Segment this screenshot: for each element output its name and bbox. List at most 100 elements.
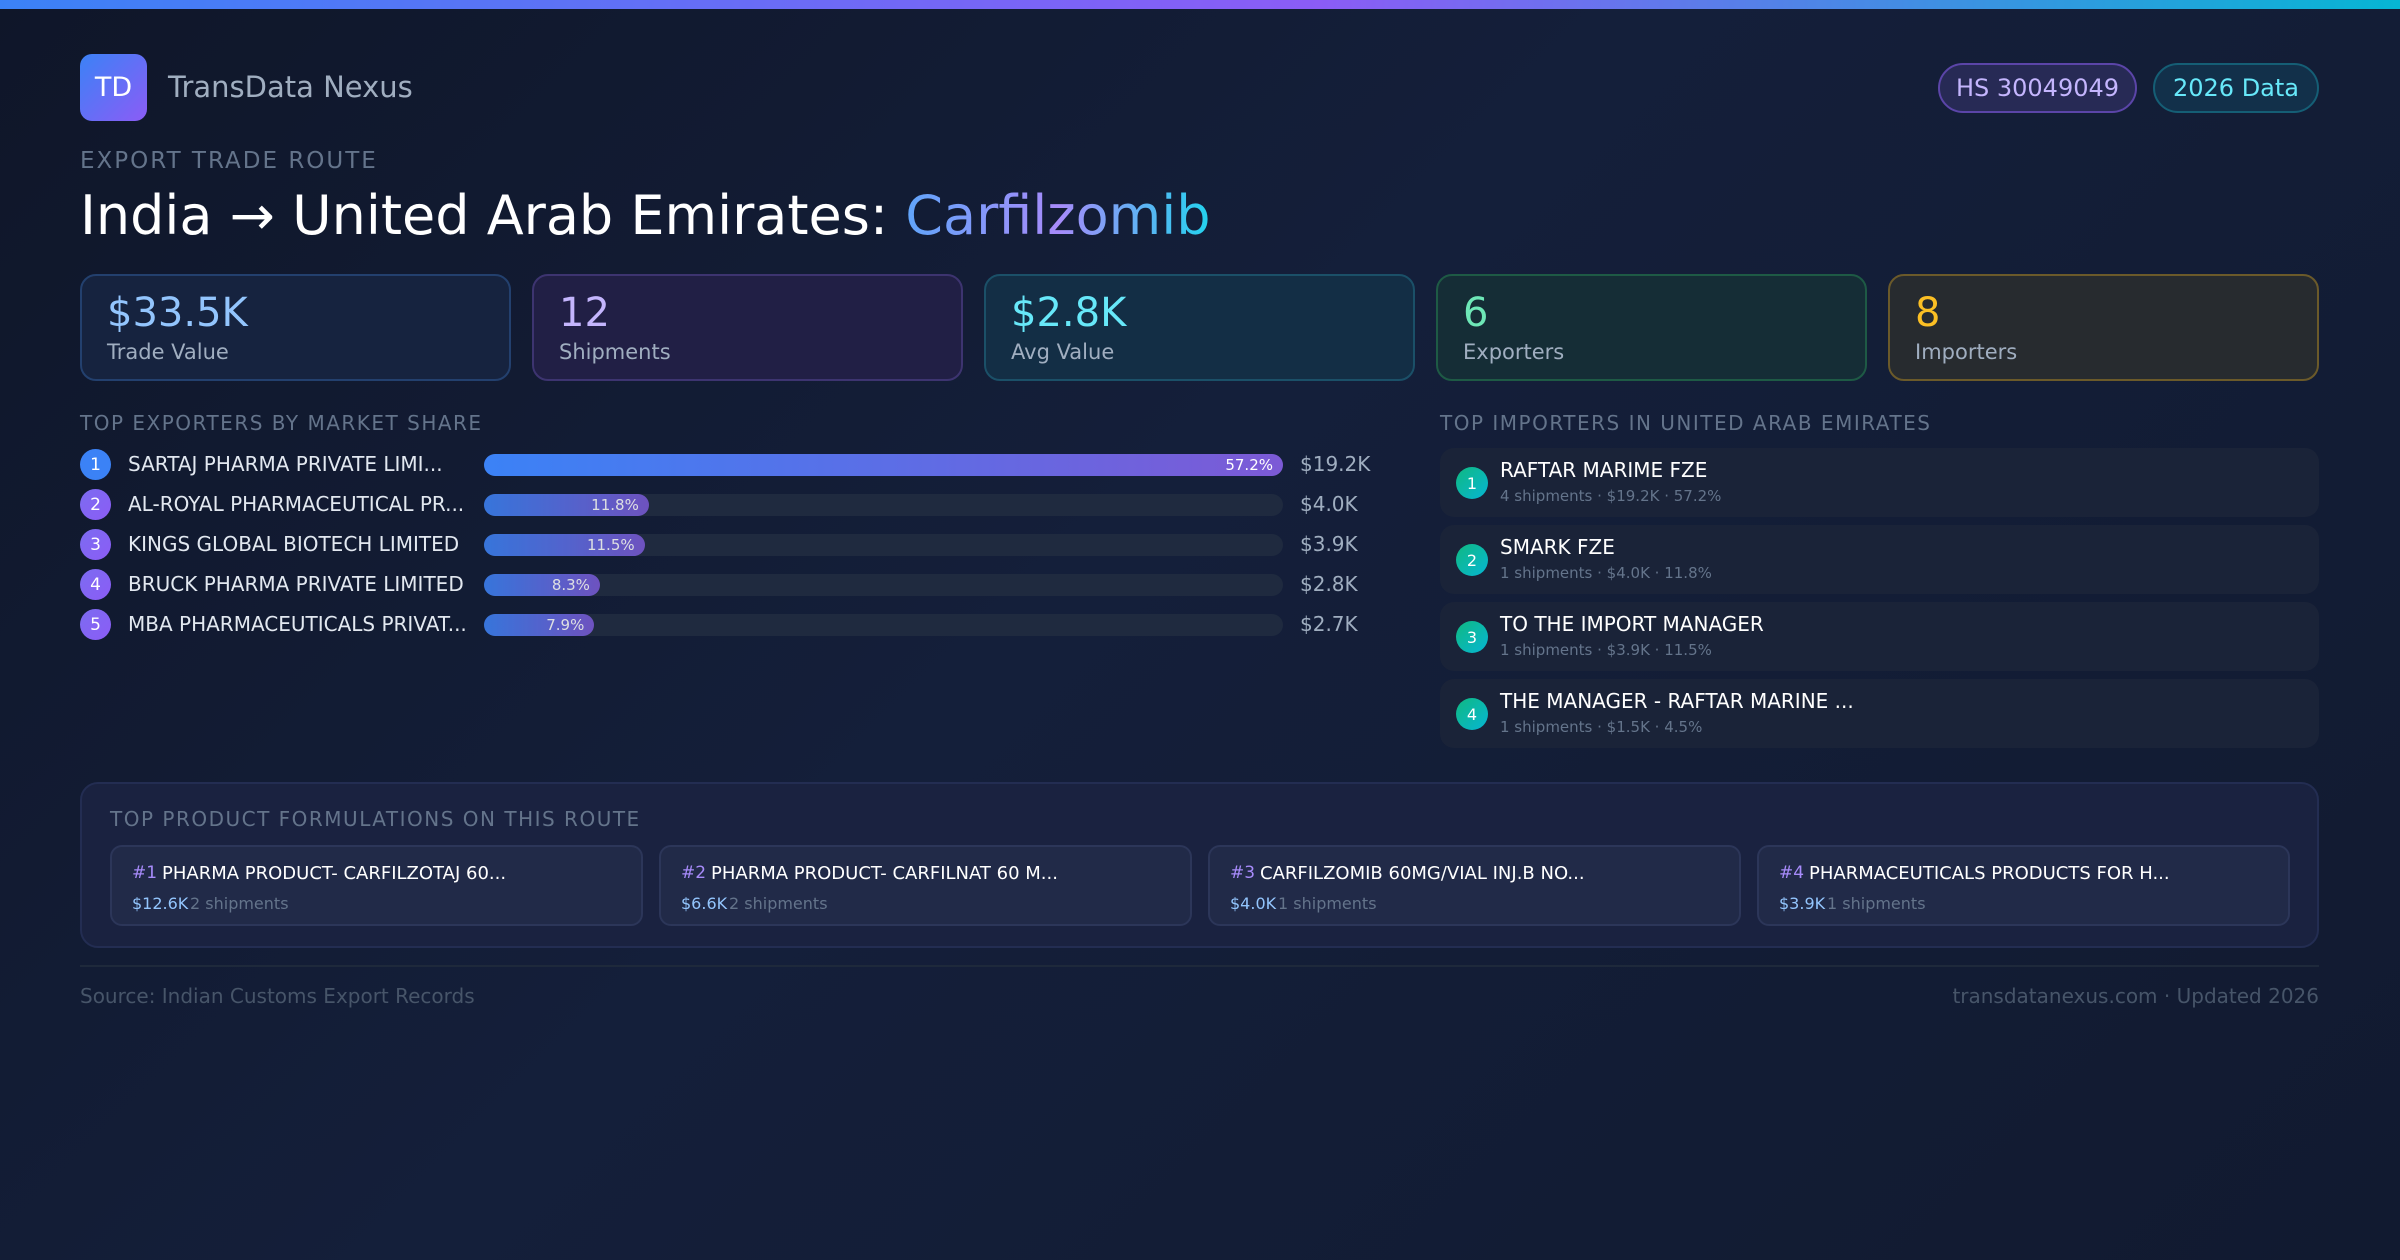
stat-label: Exporters [1463, 340, 1565, 364]
importer-detail: 1 shipments · $4.0K · 11.8% [1500, 564, 1712, 582]
formulation-rank: #4 [1779, 863, 1805, 883]
share-bar-track: 57.2% [484, 454, 1283, 476]
share-label: 11.8% [591, 496, 639, 514]
rank-badge: 5 [80, 609, 111, 640]
formulation-value: $6.6K [681, 894, 728, 913]
share-bar-fill: 7.9% [484, 614, 595, 636]
importer-card[interactable]: 4 THE MANAGER - RAFTAR MARINE ... 1 shipme… [1440, 679, 2319, 748]
rank-badge: 2 [80, 489, 111, 520]
data-year-badge: 2026 Data [2153, 63, 2319, 113]
formulation-card[interactable]: #3 CARFILZOMIB 60MG/VIAL INJ.B NO... $4.0K… [1208, 845, 1741, 926]
stat-value: $2.8K [1011, 290, 1127, 336]
exporter-name: KINGS GLOBAL BIOTECH LIMITED [128, 532, 460, 556]
exporter-name: SARTAJ PHARMA PRIVATE LIMI... [128, 452, 443, 476]
formulation-shipments: 2 shipments [729, 894, 828, 913]
share-bar-track: 7.9% [484, 614, 1283, 636]
formulation-value: $3.9K [1779, 894, 1826, 913]
importer-detail: 1 shipments · $3.9K · 11.5% [1500, 641, 1712, 659]
importer-name: RAFTAR MARIME FZE [1500, 458, 1708, 482]
exporter-name: BRUCK PHARMA PRIVATE LIMITED [128, 572, 464, 596]
stat-value: 8 [1915, 290, 1941, 336]
stat-label: Avg Value [1011, 340, 1115, 364]
stat-card-shipments: 12 Shipments [532, 274, 963, 381]
stat-card-avg-value: $2.8K Avg Value [984, 274, 1415, 381]
page-eyebrow: EXPORT TRADE ROUTE [80, 148, 378, 174]
exporters-section-title: TOP EXPORTERS BY MARKET SHARE [80, 411, 483, 435]
exporter-value: $3.9K [1300, 532, 1358, 556]
rank-badge: 3 [80, 529, 111, 560]
brand-name: TransData Nexus [168, 70, 413, 104]
formulation-name: CARFILZOMIB 60MG/VIAL INJ.B NO... [1260, 863, 1585, 884]
title-product: Carfilzomib [905, 184, 1211, 247]
rank-badge: 2 [1456, 544, 1488, 576]
formulation-rank: #3 [1230, 863, 1256, 883]
rank-badge: 4 [1456, 698, 1488, 730]
footer-source: Source: Indian Customs Export Records [80, 984, 475, 1008]
exporter-value: $2.7K [1300, 612, 1358, 636]
share-label: 11.5% [586, 536, 635, 554]
stat-value: 12 [559, 290, 610, 336]
exporter-row[interactable]: 3 KINGS GLOBAL BIOTECH LIMITED 11.5% $3.9K [80, 529, 1380, 561]
stat-label: Shipments [559, 340, 671, 364]
exporter-value: $19.2K [1300, 452, 1371, 476]
rank-badge: 1 [80, 449, 111, 480]
footer-site: transdatanexus.com · Updated 2026 [1952, 984, 2319, 1008]
formulation-shipments: 2 shipments [190, 894, 289, 913]
formulation-name: PHARMA PRODUCT- CARFILZOTAJ 60... [162, 863, 507, 884]
exporter-row[interactable]: 5 MBA PHARMACEUTICALS PRIVAT... 7.9% $2.7K [80, 609, 1380, 641]
formulations-panel: TOP PRODUCT FORMULATIONS ON THIS ROUTE #… [80, 782, 2319, 948]
formulation-card[interactable]: #4 PHARMACEUTICALS PRODUCTS FOR H... $3.9K… [1757, 845, 2290, 926]
importer-detail: 1 shipments · $1.5K · 4.5% [1500, 718, 1703, 736]
formulation-name: PHARMA PRODUCT- CARFILNAT 60 M... [711, 863, 1058, 884]
formulation-card[interactable]: #1 PHARMA PRODUCT- CARFILZOTAJ 60... $12.6… [110, 845, 643, 926]
stat-card-importers: 8 Importers [1888, 274, 2319, 381]
importer-name: THE MANAGER - RAFTAR MARINE ... [1500, 689, 1854, 713]
exporter-row[interactable]: 1 SARTAJ PHARMA PRIVATE LIMI... 57.2% $19.2… [80, 449, 1380, 481]
hs-code-badge: HS 30049049 [1938, 63, 2137, 113]
stat-value: 6 [1463, 290, 1489, 336]
page-title: India → United Arab Emirates: Carfilzomi… [80, 184, 1211, 247]
share-bar-fill: 57.2% [484, 454, 1283, 476]
importer-card[interactable]: 2 SMARK FZE 1 shipments · $4.0K · 11.8% [1440, 525, 2319, 594]
share-bar-track: 11.5% [484, 534, 1283, 556]
share-bar-track: 11.8% [484, 494, 1283, 516]
exporter-name: MBA PHARMACEUTICALS PRIVAT... [128, 612, 467, 636]
footer-divider [80, 965, 2319, 967]
share-label: 8.3% [551, 576, 590, 594]
share-label: 7.9% [546, 616, 585, 634]
rank-badge: 3 [1456, 621, 1488, 653]
share-bar-fill: 11.5% [484, 534, 645, 556]
stat-card-trade-value: $33.5K Trade Value [80, 274, 511, 381]
formulation-shipments: 1 shipments [1278, 894, 1377, 913]
exporter-row[interactable]: 2 AL-ROYAL PHARMACEUTICAL PR... 11.8% $4.0K [80, 489, 1380, 521]
importer-name: TO THE IMPORT MANAGER [1500, 612, 1764, 636]
importer-name: SMARK FZE [1500, 535, 1615, 559]
formulation-rank: #2 [681, 863, 707, 883]
formulation-name: PHARMACEUTICALS PRODUCTS FOR H... [1809, 863, 2170, 884]
importers-section-title: TOP IMPORTERS IN UNITED ARAB EMIRATES [1440, 411, 1932, 435]
formulation-value: $4.0K [1230, 894, 1277, 913]
stat-value: $33.5K [107, 290, 248, 336]
importer-detail: 4 shipments · $19.2K · 57.2% [1500, 487, 1722, 505]
importer-card[interactable]: 3 TO THE IMPORT MANAGER 1 shipments · $3.9… [1440, 602, 2319, 671]
formulations-section-title: TOP PRODUCT FORMULATIONS ON THIS ROUTE [110, 807, 641, 831]
title-route: India → United Arab Emirates: [80, 184, 906, 247]
exporter-row[interactable]: 4 BRUCK PHARMA PRIVATE LIMITED 8.3% $2.8K [80, 569, 1380, 601]
top-accent-bar [0, 0, 2400, 9]
formulation-rank: #1 [132, 863, 158, 883]
share-bar-track: 8.3% [484, 574, 1283, 596]
formulation-shipments: 1 shipments [1827, 894, 1926, 913]
formulation-card[interactable]: #2 PHARMA PRODUCT- CARFILNAT 60 M... $6.6K… [659, 845, 1192, 926]
exporter-name: AL-ROYAL PHARMACEUTICAL PR... [128, 492, 465, 516]
share-label: 57.2% [1225, 456, 1273, 474]
exporter-value: $2.8K [1300, 572, 1358, 596]
stat-label: Importers [1915, 340, 2018, 364]
share-bar-fill: 8.3% [484, 574, 600, 596]
stat-card-exporters: 6 Exporters [1436, 274, 1867, 381]
exporter-value: $4.0K [1300, 492, 1358, 516]
rank-badge: 4 [80, 569, 111, 600]
rank-badge: 1 [1456, 467, 1488, 499]
importer-card[interactable]: 1 RAFTAR MARIME FZE 4 shipments · $19.2K ·… [1440, 448, 2319, 517]
formulation-value: $12.6K [132, 894, 189, 913]
brand-logo: TD [80, 54, 147, 121]
